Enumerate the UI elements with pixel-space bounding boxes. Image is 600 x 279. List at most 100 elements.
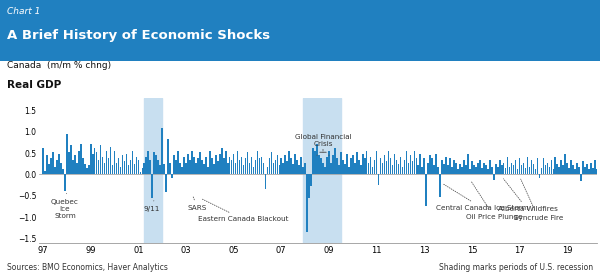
- Bar: [112, 165, 113, 174]
- Bar: [243, 165, 244, 174]
- Bar: [542, 158, 544, 174]
- Bar: [320, 158, 322, 174]
- Bar: [431, 158, 433, 174]
- Text: Syncrude Fire: Syncrude Fire: [514, 179, 563, 221]
- Bar: [54, 167, 56, 174]
- Bar: [290, 158, 292, 174]
- Bar: [509, 167, 511, 174]
- Bar: [292, 164, 294, 174]
- Bar: [566, 162, 568, 174]
- Bar: [427, 162, 429, 174]
- Bar: [457, 169, 459, 174]
- Bar: [548, 167, 550, 174]
- Bar: [447, 165, 449, 174]
- Bar: [515, 160, 517, 174]
- Bar: [436, 154, 437, 174]
- Bar: [425, 174, 427, 206]
- Bar: [536, 158, 538, 174]
- Bar: [154, 152, 155, 174]
- Bar: [553, 169, 554, 174]
- Bar: [421, 167, 423, 174]
- Bar: [404, 160, 405, 174]
- Bar: [554, 157, 556, 174]
- Bar: [195, 162, 197, 174]
- Bar: [485, 165, 487, 174]
- Bar: [439, 174, 441, 197]
- Bar: [316, 144, 318, 174]
- Bar: [271, 152, 272, 174]
- Bar: [217, 161, 218, 174]
- Text: Real GDP: Real GDP: [7, 80, 61, 90]
- Bar: [86, 168, 88, 174]
- Bar: [503, 162, 505, 174]
- Bar: [584, 167, 586, 174]
- Bar: [74, 155, 76, 174]
- Bar: [303, 98, 341, 243]
- Bar: [253, 167, 254, 174]
- Bar: [254, 160, 256, 174]
- Bar: [307, 174, 308, 232]
- Text: A Brief History of Economic Shocks: A Brief History of Economic Shocks: [7, 30, 271, 42]
- Bar: [102, 157, 103, 174]
- Bar: [412, 161, 413, 174]
- Bar: [278, 165, 280, 174]
- Bar: [499, 160, 500, 174]
- Bar: [344, 164, 346, 174]
- Bar: [203, 164, 205, 174]
- Bar: [479, 160, 481, 174]
- Bar: [249, 162, 250, 174]
- Bar: [572, 165, 574, 174]
- Bar: [455, 162, 457, 174]
- Bar: [578, 167, 580, 174]
- Bar: [483, 162, 485, 174]
- Bar: [130, 160, 131, 174]
- Bar: [372, 167, 373, 174]
- Bar: [225, 151, 227, 174]
- Bar: [437, 167, 439, 174]
- Bar: [586, 164, 588, 174]
- Bar: [284, 155, 286, 174]
- Bar: [116, 162, 118, 174]
- Bar: [533, 164, 534, 174]
- Text: Chart 1: Chart 1: [7, 7, 41, 16]
- Bar: [272, 162, 274, 174]
- Bar: [560, 160, 562, 174]
- Bar: [98, 160, 100, 174]
- Bar: [183, 157, 185, 174]
- Bar: [145, 98, 162, 243]
- Bar: [145, 157, 147, 174]
- Bar: [571, 160, 572, 174]
- Bar: [160, 165, 161, 174]
- Bar: [376, 151, 377, 174]
- Bar: [260, 157, 262, 174]
- Bar: [193, 157, 195, 174]
- Bar: [209, 151, 211, 174]
- Bar: [295, 154, 296, 174]
- Bar: [535, 169, 536, 174]
- Bar: [280, 158, 282, 174]
- Bar: [598, 164, 600, 174]
- Bar: [125, 154, 127, 174]
- Bar: [136, 157, 137, 174]
- Bar: [50, 158, 52, 174]
- Text: Central Canada Ice Storm: Central Canada Ice Storm: [436, 184, 529, 211]
- Bar: [350, 158, 352, 174]
- Bar: [419, 154, 421, 174]
- Bar: [424, 158, 425, 174]
- Bar: [590, 162, 592, 174]
- Bar: [392, 165, 394, 174]
- Bar: [312, 148, 314, 174]
- Bar: [453, 160, 455, 174]
- Bar: [298, 165, 300, 174]
- Bar: [211, 158, 212, 174]
- Bar: [84, 164, 86, 174]
- Bar: [275, 160, 276, 174]
- Bar: [406, 151, 407, 174]
- Bar: [592, 168, 594, 174]
- Bar: [219, 154, 221, 174]
- Bar: [239, 160, 241, 174]
- Bar: [100, 145, 101, 174]
- Bar: [539, 174, 540, 178]
- Bar: [418, 165, 419, 174]
- Bar: [131, 151, 133, 174]
